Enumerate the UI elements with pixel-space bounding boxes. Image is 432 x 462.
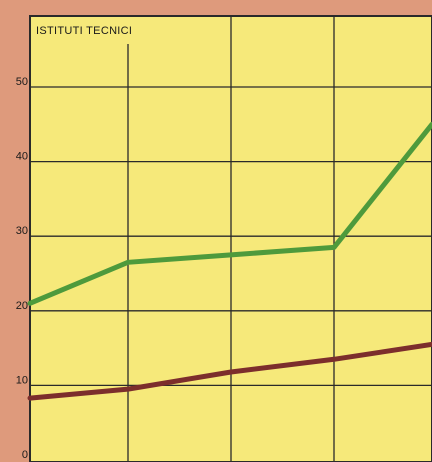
series-line-1 <box>27 121 432 306</box>
y-tick-label: 10 <box>16 374 28 386</box>
series-lines <box>27 121 432 401</box>
series-line-2 <box>27 341 432 401</box>
grid <box>30 16 432 462</box>
y-tick-label: 0 <box>22 449 28 461</box>
y-tick-label: 20 <box>16 300 28 312</box>
y-tick-label: 40 <box>16 151 28 163</box>
chart-title: ISTITUTI TECNICI <box>36 25 132 37</box>
y-axis: 0 10 20 30 40 50 <box>16 76 28 461</box>
y-tick-label: 30 <box>16 225 28 237</box>
y-tick-label: 50 <box>16 76 28 88</box>
